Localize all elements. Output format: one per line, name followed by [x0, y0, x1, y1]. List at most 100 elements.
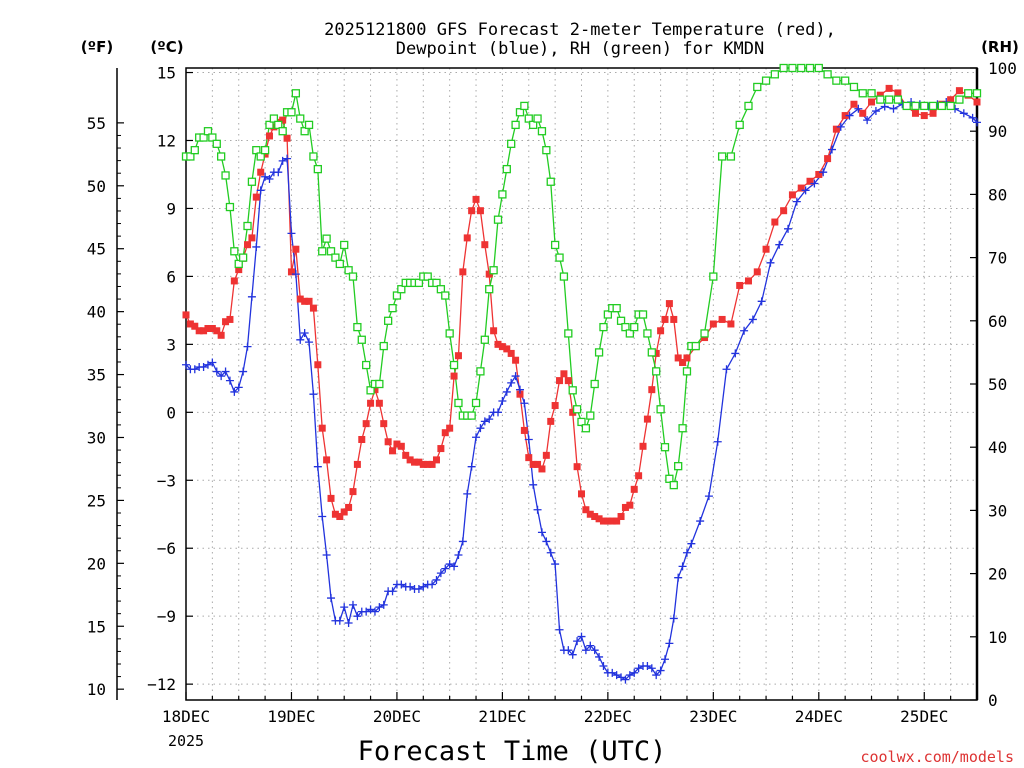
- dewpoint-point: [542, 537, 551, 546]
- dewpoint-point: [419, 582, 428, 591]
- dewpoint-point: [704, 492, 713, 501]
- dewpoint-point: [366, 605, 375, 614]
- x-tick-label: 18DEC: [162, 707, 210, 726]
- rh-tick-label: 10: [988, 628, 1007, 647]
- temperature-point: [411, 458, 419, 466]
- temperature-point: [859, 109, 867, 117]
- dewpoint-point: [696, 517, 705, 526]
- temperature-point: [683, 354, 691, 362]
- dewpoint-point: [660, 655, 669, 664]
- dewpoint-point: [889, 104, 898, 113]
- dewpoint-point: [291, 270, 300, 279]
- temperature-point: [832, 125, 840, 133]
- rh-point: [537, 127, 547, 136]
- dewpoint-point: [524, 435, 533, 444]
- rh-point: [893, 95, 903, 104]
- temperature-point: [753, 268, 761, 276]
- temperature-point: [222, 318, 230, 326]
- temperature-point: [525, 454, 533, 462]
- celsius-tick-label: −12: [147, 675, 176, 694]
- rh-point: [533, 114, 542, 123]
- temperature-point: [331, 510, 339, 518]
- fahrenheit-tick-label: 35: [87, 366, 106, 385]
- dewpoint-point: [217, 372, 226, 381]
- temperature-point: [371, 386, 379, 394]
- rh-point: [849, 82, 859, 92]
- dewpoint-point: [621, 675, 630, 684]
- rh-point: [669, 480, 678, 490]
- x-tick-label: 21DEC: [478, 707, 526, 726]
- rh-point: [621, 322, 630, 332]
- dewpoint-point: [551, 560, 560, 569]
- dewpoint-point: [485, 415, 494, 424]
- temperature-point: [213, 327, 221, 335]
- rh-point: [797, 63, 806, 73]
- dewpoint-point: [810, 179, 819, 188]
- markers-layer: [181, 63, 982, 684]
- rh-point: [265, 120, 274, 130]
- temperature-point: [463, 234, 471, 242]
- temperature-point: [744, 277, 752, 285]
- celsius-tick-label: 3: [166, 335, 176, 354]
- temperature-point: [516, 390, 524, 398]
- rh-point: [928, 101, 938, 111]
- temperature-point: [380, 420, 388, 428]
- x-tick-label: 24DEC: [795, 707, 843, 726]
- temperature-point: [362, 420, 370, 428]
- temperature-point: [292, 245, 300, 253]
- rh-point: [555, 253, 564, 262]
- temperature-point: [621, 503, 629, 511]
- dewpoint-point: [243, 342, 252, 351]
- temperature-point: [736, 281, 744, 289]
- dewpoint-point: [880, 102, 889, 111]
- dewpoint-point: [836, 122, 845, 131]
- dewpoint-point: [674, 573, 683, 582]
- dewpoint-point: [362, 607, 371, 616]
- rh-point: [647, 348, 656, 357]
- dewpoint-point: [731, 349, 740, 358]
- dewpoint-point: [234, 383, 243, 392]
- rh-point: [217, 152, 226, 161]
- dewpoint-point: [678, 562, 687, 571]
- dewpoint-point: [379, 600, 388, 609]
- rh-point: [542, 146, 551, 155]
- temperature-point: [450, 372, 458, 380]
- temperature-point: [406, 456, 414, 464]
- dewpoint-point: [467, 462, 476, 471]
- rh-point: [300, 127, 309, 136]
- temperature-point: [265, 132, 273, 140]
- dewpoint-point: [533, 505, 542, 514]
- temperature-point: [279, 116, 287, 124]
- dewpoint-point: [713, 437, 722, 446]
- temperature-point: [441, 429, 449, 437]
- x-tick-label: 22DEC: [584, 707, 632, 726]
- dewpoint-point: [656, 666, 665, 675]
- rh-point: [779, 63, 788, 73]
- rh-point: [867, 89, 876, 98]
- dewpoint-point: [441, 564, 450, 573]
- temperature-point: [604, 517, 612, 525]
- temperature-point: [244, 241, 252, 249]
- dewpoint-point: [203, 360, 212, 369]
- temperature-point: [296, 295, 304, 303]
- temperature-point: [617, 513, 625, 521]
- rh-point: [362, 360, 371, 370]
- dewpoint-point: [498, 396, 507, 405]
- temperature-point: [595, 515, 603, 523]
- dewpoint-point: [520, 399, 529, 408]
- rh-tick-label: 40: [988, 438, 1007, 457]
- x-tick-label: 25DEC: [900, 707, 948, 726]
- temperature-point: [367, 399, 375, 407]
- dewpoint-point: [283, 154, 292, 163]
- dewpoint-point: [208, 358, 217, 367]
- dewpoint-point: [340, 603, 349, 612]
- dewpoint-point: [595, 652, 604, 661]
- dewpoint-point: [854, 104, 863, 113]
- rh-point: [638, 310, 648, 319]
- dewpoint-point: [252, 242, 261, 251]
- temperature-point: [762, 245, 770, 253]
- rh-point: [599, 322, 608, 332]
- temperature-point: [270, 123, 278, 131]
- temperature-point: [657, 327, 665, 335]
